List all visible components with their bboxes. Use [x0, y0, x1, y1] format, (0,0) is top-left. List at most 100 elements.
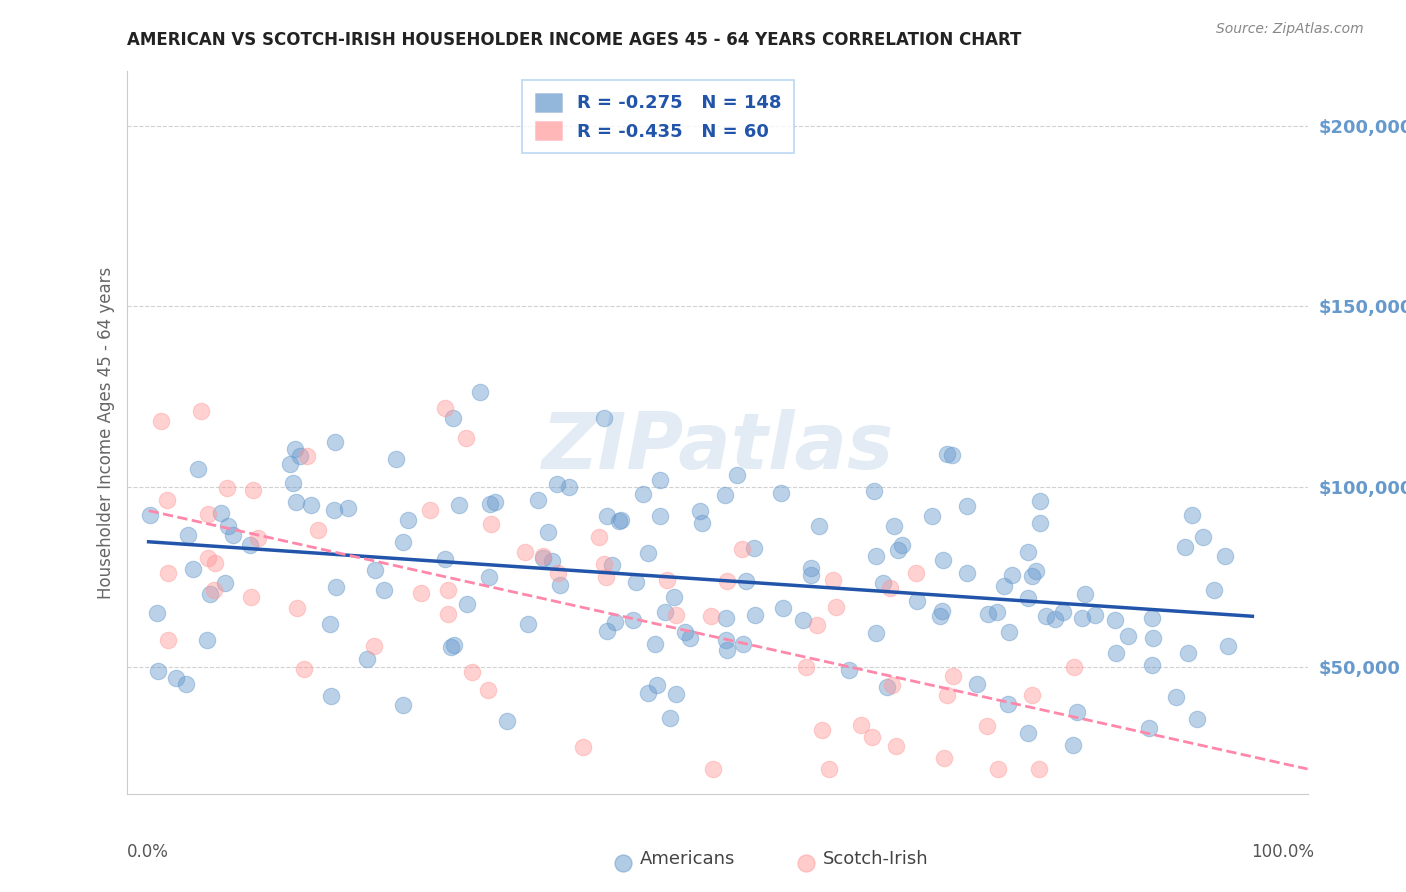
- Point: [156, 566, 179, 580]
- Point: [1177, 646, 1199, 660]
- Point: [607, 514, 630, 528]
- Point: [149, 414, 172, 428]
- Point: [1043, 612, 1066, 626]
- Point: [1017, 545, 1039, 559]
- Point: [558, 479, 581, 493]
- Point: [321, 690, 343, 704]
- Point: [956, 499, 979, 513]
- Point: [603, 615, 626, 629]
- Point: [593, 557, 616, 571]
- Point: [993, 579, 1015, 593]
- Point: [1063, 659, 1085, 673]
- Point: [876, 680, 898, 694]
- Point: [1028, 762, 1050, 776]
- Point: [443, 638, 465, 652]
- Point: [662, 590, 685, 604]
- Point: [654, 605, 676, 619]
- Point: [865, 625, 887, 640]
- Point: [588, 530, 610, 544]
- Point: [239, 538, 262, 552]
- Point: [323, 435, 346, 450]
- Point: [1063, 739, 1085, 753]
- Text: 0.0%: 0.0%: [127, 843, 169, 861]
- Point: [1166, 690, 1188, 704]
- Point: [165, 671, 187, 685]
- Point: [645, 678, 668, 692]
- Text: ZIPatlas: ZIPatlas: [541, 409, 893, 485]
- Point: [195, 633, 218, 648]
- Point: [1137, 721, 1160, 735]
- Point: [364, 563, 387, 577]
- Point: [934, 751, 956, 765]
- Point: [461, 665, 484, 679]
- Point: [811, 723, 834, 738]
- Point: [495, 714, 517, 729]
- Point: [454, 430, 477, 444]
- Point: [731, 542, 754, 557]
- Point: [319, 616, 342, 631]
- Point: [609, 513, 631, 527]
- Point: [449, 498, 471, 512]
- Point: [478, 570, 501, 584]
- Point: [516, 617, 538, 632]
- Point: [247, 531, 270, 545]
- Point: [966, 677, 988, 691]
- Point: [1029, 516, 1052, 530]
- Point: [744, 607, 766, 622]
- Point: [665, 608, 688, 623]
- Point: [1116, 629, 1139, 643]
- Point: [1021, 688, 1043, 702]
- Point: [209, 506, 232, 520]
- Point: [478, 497, 501, 511]
- Point: [323, 503, 346, 517]
- Point: [935, 688, 957, 702]
- Point: [905, 566, 928, 580]
- Point: [1140, 610, 1163, 624]
- Point: [1104, 613, 1126, 627]
- Point: [190, 404, 212, 418]
- Point: [409, 586, 432, 600]
- Point: [484, 495, 506, 509]
- Point: [655, 573, 678, 587]
- Point: [547, 566, 569, 580]
- Point: [644, 637, 666, 651]
- Point: [177, 528, 200, 542]
- Point: [679, 631, 702, 645]
- Point: [658, 711, 681, 725]
- Point: [440, 640, 463, 655]
- Point: [436, 607, 458, 621]
- Point: [531, 551, 554, 566]
- Point: [595, 624, 617, 638]
- Point: [792, 613, 814, 627]
- Point: [202, 582, 225, 597]
- Point: [664, 687, 686, 701]
- Point: [437, 583, 460, 598]
- Point: [187, 462, 209, 476]
- Point: [998, 624, 1021, 639]
- Point: [905, 594, 928, 608]
- Point: [624, 574, 647, 589]
- Point: [796, 659, 818, 673]
- Point: [1213, 549, 1236, 564]
- Point: [648, 473, 671, 487]
- Point: [441, 410, 464, 425]
- Point: [1070, 611, 1092, 625]
- Point: [541, 554, 564, 568]
- Point: [956, 566, 979, 580]
- Point: [515, 545, 537, 559]
- Point: [477, 683, 499, 698]
- Point: [823, 573, 845, 587]
- Point: [849, 718, 872, 732]
- Point: [363, 639, 385, 653]
- Point: [145, 607, 167, 621]
- Point: [769, 486, 792, 500]
- Point: [537, 524, 560, 539]
- Point: [285, 600, 308, 615]
- Point: [284, 442, 307, 456]
- Point: [714, 488, 737, 502]
- Point: [1202, 582, 1225, 597]
- Point: [602, 558, 624, 572]
- Point: [217, 482, 239, 496]
- Point: [197, 507, 219, 521]
- Point: [1105, 646, 1128, 660]
